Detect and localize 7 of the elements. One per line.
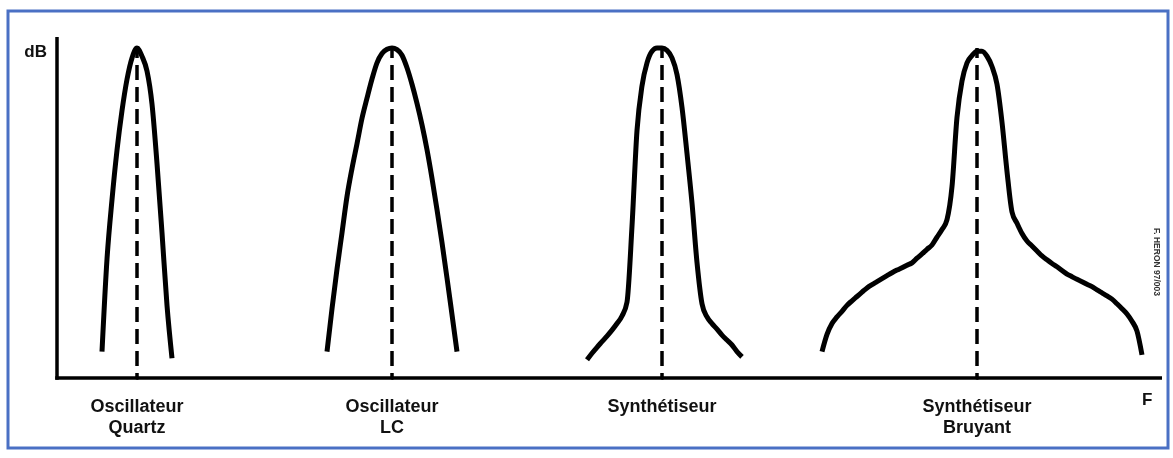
x-tick-label: Oscillateur Quartz: [90, 396, 184, 437]
x-tick-label: Synthétiseur Bruyant: [922, 396, 1032, 437]
x-tick-label: Synthétiseur: [607, 396, 717, 416]
x-axis-title: F: [1142, 390, 1153, 409]
y-axis-title: dB: [24, 42, 47, 61]
x-tick-label: Oscillateur LC: [345, 396, 439, 437]
annotation: F. HERON 97/003: [1152, 228, 1162, 297]
